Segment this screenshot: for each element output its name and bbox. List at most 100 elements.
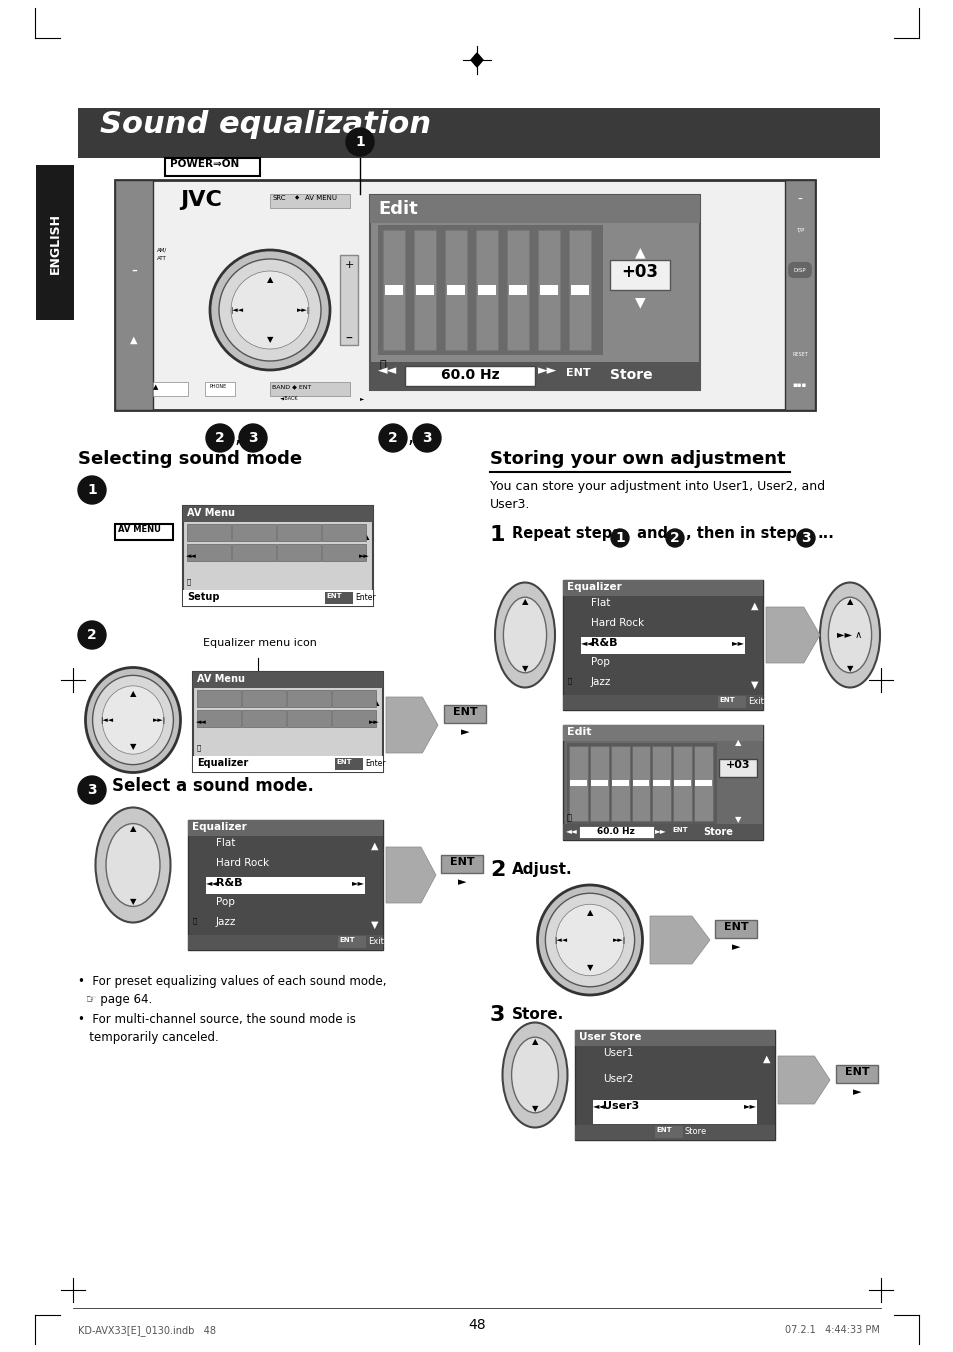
- Bar: [562, 580, 762, 596]
- Bar: [575, 1125, 774, 1140]
- Text: Edit: Edit: [377, 200, 417, 218]
- Text: ◄◄: ◄◄: [186, 553, 196, 558]
- Bar: [562, 725, 762, 840]
- Text: ▼: ▼: [750, 680, 758, 690]
- Text: 60.0 Hz: 60.0 Hz: [597, 827, 634, 836]
- Text: Adjust.: Adjust.: [512, 863, 572, 877]
- Bar: [444, 230, 467, 350]
- Text: ►►: ►►: [655, 826, 666, 836]
- Text: Exit: Exit: [747, 698, 763, 706]
- Text: Exit: Exit: [368, 937, 383, 946]
- Ellipse shape: [511, 1037, 558, 1113]
- Bar: [562, 823, 762, 840]
- Bar: [193, 672, 382, 688]
- Text: User3.: User3.: [490, 498, 530, 511]
- Bar: [670, 826, 699, 838]
- Bar: [610, 746, 629, 821]
- Text: Storing your own adjustment: Storing your own adjustment: [490, 450, 785, 468]
- Bar: [568, 230, 590, 350]
- Text: ATT: ATT: [157, 256, 167, 261]
- Text: 2: 2: [490, 860, 505, 880]
- Circle shape: [239, 425, 267, 452]
- Ellipse shape: [537, 886, 641, 995]
- Text: POWER⇒ON: POWER⇒ON: [170, 160, 239, 169]
- Text: Repeat steps: Repeat steps: [512, 526, 625, 541]
- Bar: [673, 746, 692, 821]
- Text: •  For preset equalizing values of each sound mode,: • For preset equalizing values of each s…: [78, 975, 386, 988]
- Bar: [443, 704, 485, 723]
- Text: ►: ►: [852, 1087, 861, 1096]
- Bar: [562, 580, 762, 710]
- Text: ►: ►: [457, 877, 466, 887]
- Text: ►►: ►►: [352, 877, 365, 887]
- Ellipse shape: [95, 807, 171, 922]
- Bar: [183, 589, 373, 606]
- Text: ▼: ▼: [734, 815, 740, 825]
- Text: , then in step: , then in step: [685, 526, 801, 541]
- Text: ENT: ENT: [565, 368, 590, 379]
- Text: ▲: ▲: [734, 738, 740, 748]
- Text: 3: 3: [801, 531, 810, 545]
- Circle shape: [665, 529, 683, 548]
- Text: ►► ∧: ►► ∧: [837, 630, 862, 639]
- Bar: [566, 744, 717, 823]
- Ellipse shape: [827, 598, 871, 673]
- Text: ▼: ▼: [521, 664, 528, 673]
- Polygon shape: [386, 846, 436, 903]
- Bar: [416, 285, 434, 295]
- Text: and: and: [631, 526, 673, 541]
- Text: 2: 2: [214, 431, 225, 445]
- Text: Edit: Edit: [566, 727, 591, 737]
- Bar: [276, 544, 320, 561]
- Text: AV Menu: AV Menu: [196, 675, 245, 684]
- Bar: [370, 362, 700, 389]
- Bar: [232, 544, 275, 561]
- Text: ENT: ENT: [453, 707, 476, 717]
- Bar: [575, 1030, 774, 1140]
- Text: 1: 1: [355, 135, 364, 149]
- Bar: [188, 821, 382, 836]
- Bar: [287, 690, 331, 707]
- Text: Store: Store: [702, 827, 732, 837]
- Text: temporarily canceled.: temporarily canceled.: [78, 1032, 218, 1044]
- Text: ENGLISH: ENGLISH: [49, 212, 61, 273]
- Ellipse shape: [556, 904, 623, 976]
- Text: ▲: ▲: [750, 600, 758, 611]
- Ellipse shape: [231, 270, 309, 349]
- Text: ▲: ▲: [131, 335, 137, 345]
- Text: AV Menu: AV Menu: [187, 508, 234, 518]
- Text: 3: 3: [422, 431, 432, 445]
- Text: Pop: Pop: [215, 898, 234, 907]
- Text: ENT: ENT: [338, 937, 355, 942]
- Text: Enter: Enter: [355, 594, 375, 602]
- Bar: [653, 780, 670, 786]
- Text: 07.2.1   4:44:33 PM: 07.2.1 4:44:33 PM: [784, 1325, 879, 1334]
- Text: ▼: ▼: [846, 664, 852, 673]
- Text: Pop: Pop: [590, 657, 609, 668]
- Text: Equalizer: Equalizer: [566, 581, 621, 592]
- Bar: [575, 1030, 774, 1046]
- Bar: [414, 230, 436, 350]
- Bar: [784, 180, 814, 410]
- Text: ,: ,: [408, 429, 414, 448]
- Text: 2: 2: [669, 531, 679, 545]
- Polygon shape: [471, 53, 482, 68]
- Bar: [447, 285, 464, 295]
- Text: KD-AVX33[E]_0130.indb   48: KD-AVX33[E]_0130.indb 48: [78, 1325, 215, 1336]
- Text: JVC: JVC: [180, 191, 222, 210]
- Text: 60.0 Hz: 60.0 Hz: [440, 368, 498, 383]
- Text: PHONE: PHONE: [210, 384, 227, 389]
- Text: AV MENU: AV MENU: [118, 525, 161, 534]
- Text: RESET: RESET: [791, 353, 807, 357]
- Bar: [325, 592, 353, 604]
- Text: ▲: ▲: [371, 841, 378, 850]
- Bar: [382, 230, 405, 350]
- Text: ENT: ENT: [326, 594, 341, 599]
- Text: ►►: ►►: [731, 638, 744, 646]
- Ellipse shape: [502, 1022, 567, 1128]
- Bar: [152, 383, 188, 396]
- Bar: [337, 936, 366, 948]
- Bar: [322, 544, 366, 561]
- Bar: [115, 180, 814, 410]
- Bar: [270, 383, 350, 396]
